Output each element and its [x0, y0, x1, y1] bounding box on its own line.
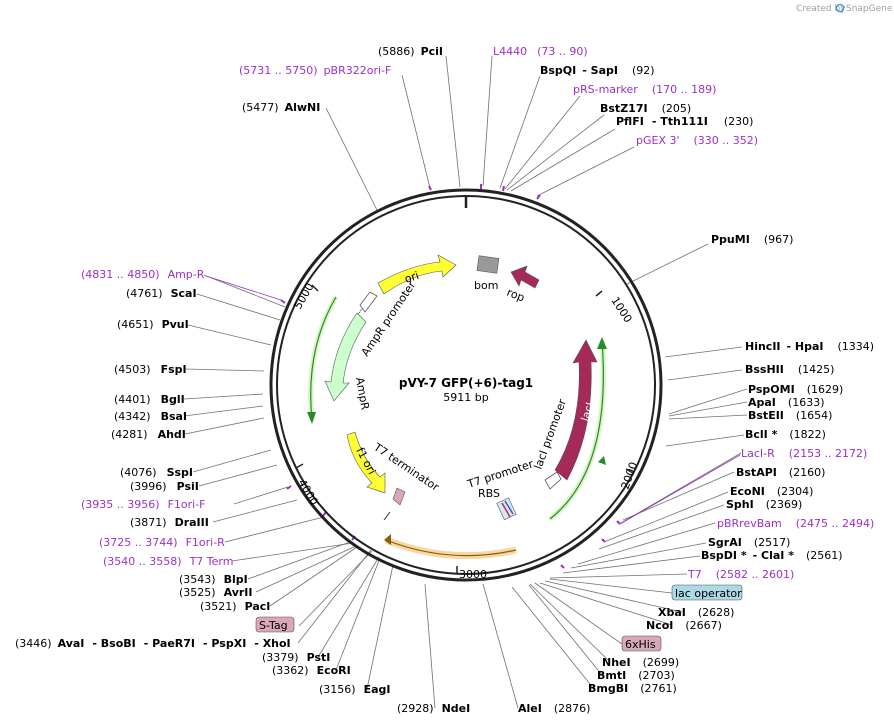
- tick-label-3000: 3000: [459, 568, 487, 581]
- rop-label: rop: [505, 286, 527, 305]
- label-ecori: (3362) EcoRI: [272, 664, 351, 677]
- label-f1ori-r: (3725 .. 3744) F1ori-R: [99, 536, 225, 549]
- svg-text:6xHis: 6xHis: [625, 638, 656, 651]
- label-scai: (4761) ScaI: [126, 287, 197, 300]
- label-pbrrevbam: pBRrevBam (2475 .. 2494): [717, 517, 874, 530]
- snapgene-logo: SnapGene: [835, 3, 893, 14]
- laci-label: lacI: [578, 401, 596, 423]
- t7-term-tick: [383, 511, 391, 521]
- brand-name: SnapGene: [846, 4, 893, 14]
- label-amp-r-primer: (4831 .. 4850) Amp-R: [81, 268, 205, 281]
- label-pvui: (4651) PvuI: [117, 318, 189, 331]
- rbs-label: RBS: [478, 487, 500, 500]
- label-f1ori-f: (3935 .. 3956) F1ori-F: [81, 498, 206, 511]
- label-bcli: BclI * (1822): [745, 428, 826, 441]
- leader-lines: [183, 55, 748, 709]
- label-sspi: (4076) SspI: [120, 466, 193, 479]
- label-sgrai: SgrAI (2517): [708, 536, 790, 549]
- bom-label: bom: [474, 279, 498, 292]
- brand-created-by: Created by: [796, 4, 846, 14]
- ampr-outer-arc: [308, 295, 339, 421]
- label-hincii: HincII - HpaI (1334): [745, 340, 874, 353]
- ori-label: ori: [403, 269, 421, 286]
- label-draiii: (3871) DraIII: [130, 516, 209, 529]
- f1-ori-arrow: [346, 431, 386, 494]
- laci-outer-arc-head: [597, 337, 607, 349]
- label-aval-group: (3446) AvaI - BsoBI - PaeR7I - PspXI - XhoI: [15, 637, 291, 650]
- label-pbr322ori-f: (5731 .. 5750) pBR322ori-F: [239, 64, 391, 77]
- label-t7-primer: T7 (2582 .. 2601): [687, 568, 794, 581]
- ampr-label: AmpR: [353, 376, 372, 411]
- rbs-marker: [496, 497, 517, 521]
- label-alei: AleI (2876): [518, 702, 590, 715]
- label-nhei: NheI (2699): [602, 656, 679, 669]
- label-xbai: XbaI (2628): [658, 606, 734, 619]
- insert-arc-head: [384, 534, 391, 545]
- ampr-outer-arc-head: [307, 412, 316, 424]
- t7-promoter-label: T7 promoter: [465, 457, 535, 491]
- label-bstapi: BstAPI (2160): [736, 466, 825, 479]
- ori-arrow: [377, 254, 457, 295]
- label-paci: (3521) PacI: [200, 600, 270, 613]
- label-ahdi: (4281) AhdI: [111, 428, 186, 441]
- ampr-arrow: [324, 312, 367, 402]
- tick-label-5000: 5000: [291, 281, 316, 312]
- label-bsai: (4342) BsaI: [114, 410, 187, 423]
- label-psii: (3996) PsiI: [130, 480, 199, 493]
- label-pspomi: PspOMI (1629): [748, 383, 843, 396]
- tick-label-1000: 1000: [608, 295, 634, 326]
- insert-arc-line: [385, 539, 517, 557]
- label-bsshii: BssHII (1425): [745, 363, 834, 376]
- label-ppumi: PpuMI (967): [711, 233, 793, 246]
- laci-outer-arc-mid-head: [598, 456, 606, 465]
- label-blpi: (3543) BlpI: [179, 573, 248, 586]
- svg-text:lac operator: lac operator: [675, 587, 742, 600]
- label-econi: EcoNI (2304): [730, 485, 813, 498]
- bom-box: [476, 255, 500, 274]
- label-apai: ApaI (1633): [748, 396, 824, 409]
- label-pgex3: pGEX 3' (330 .. 352): [636, 134, 758, 147]
- primer-leaders: [205, 275, 741, 525]
- laci-outer-arc-line: [549, 340, 604, 520]
- ampr-promoter-arrow: [359, 291, 378, 313]
- label-ndei: (2928) NdeI: [397, 702, 470, 715]
- laci-promoter-arrow: [544, 471, 562, 490]
- label-bspdi: BspDI * - ClaI * (2561): [701, 549, 843, 562]
- label-avrii: (3525) AvrII: [179, 586, 252, 599]
- primer-marks: [280, 184, 621, 569]
- label-psti: (3379) PstI: [262, 651, 330, 664]
- label-bsteii: BstEII (1654): [748, 409, 832, 422]
- label-bmti: BmtI (2703): [597, 669, 675, 682]
- label-fspi: (4503) FspI: [114, 363, 187, 376]
- label-l4440: L4440 (73 .. 90): [493, 45, 588, 58]
- label-t7-term: (3540 .. 3558) T7 Term: [103, 555, 233, 568]
- tick-label-4000: 4000: [295, 477, 320, 508]
- plasmid-name: pVY-7 GFP(+6)-tag1: [399, 376, 533, 390]
- label-pcii: (5886) PciI: [378, 45, 443, 58]
- label-alwni: (5477) AlwNI: [242, 101, 320, 114]
- label-eagi: (3156) EagI: [319, 683, 390, 696]
- label-bgli: (4401) BglI: [114, 393, 185, 406]
- plasmid-size: 5911 bp: [443, 391, 488, 404]
- label-prs-marker: pRS-marker (170 .. 189): [573, 83, 716, 96]
- lac-operator-box: lac operator: [671, 584, 743, 601]
- his-tag-box: 6xHis: [621, 635, 662, 652]
- label-ncoi: NcoI (2667): [646, 619, 722, 632]
- label-pflfi: PflFI - Tth111I (230): [616, 115, 753, 128]
- laci-arrow: [554, 339, 598, 481]
- rop-arrow: [510, 265, 540, 289]
- s-tag-box: S-Tag: [255, 616, 295, 633]
- coordinate-ticks: [295, 284, 634, 574]
- label-laci-r: LacI-R (2153 .. 2172): [741, 447, 867, 460]
- label-bmgbi: BmgBI (2761): [588, 682, 677, 695]
- t7-terminator-mark: [392, 487, 406, 506]
- ampr-promoter-dash: [356, 308, 363, 317]
- ampr-outer-arc-line: [310, 296, 337, 421]
- svg-text:S-Tag: S-Tag: [259, 619, 288, 632]
- label-bstz17i: BstZ17I (205): [600, 102, 691, 115]
- label-bspqi: BspQI - SapI (92): [540, 64, 655, 77]
- backbone-outer-ring: [269, 188, 663, 582]
- label-sphi: SphI (2369): [726, 498, 802, 511]
